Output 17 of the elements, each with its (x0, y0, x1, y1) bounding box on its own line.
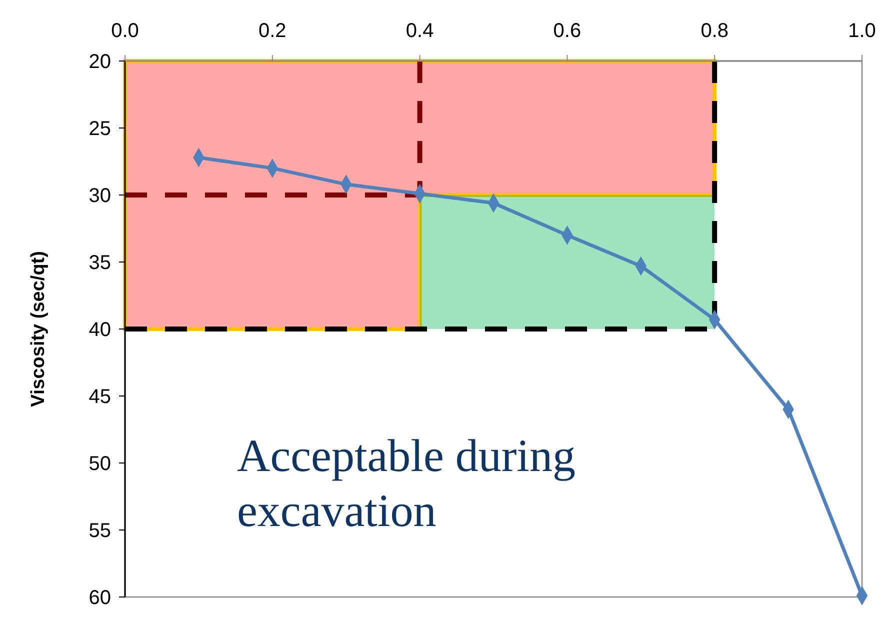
y-tick-label: 30 (88, 185, 111, 207)
x-tick-label: 0.6 (553, 20, 582, 42)
x-tick-label: 0.2 (258, 20, 286, 42)
x-tick-label: 0.4 (406, 20, 434, 42)
y-tick-label: 25 (88, 118, 111, 140)
y-tick-label: 60 (88, 587, 111, 609)
x-tick-label: 0.8 (700, 20, 729, 42)
y-tick-label: 20 (88, 51, 111, 73)
y-tick-label: 40 (88, 319, 111, 341)
y-tick-label: 55 (88, 520, 111, 542)
y-tick-label: 45 (88, 386, 111, 408)
y-axis-title: Viscosity (sec/qt) (28, 251, 49, 407)
x-tick-label: 0.0 (111, 20, 139, 42)
x-tick-label: 1.0 (848, 20, 876, 42)
y-tick-label: 50 (88, 453, 111, 475)
annotation: Acceptable during excavation (237, 430, 576, 536)
y-tick-label: 35 (88, 252, 111, 274)
